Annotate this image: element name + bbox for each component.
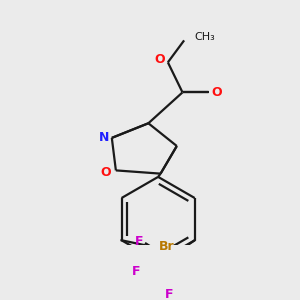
Text: O: O: [101, 166, 111, 178]
Text: F: F: [135, 235, 144, 248]
Text: F: F: [132, 265, 140, 278]
Text: CH₃: CH₃: [194, 32, 214, 42]
Text: N: N: [98, 131, 109, 144]
Text: F: F: [164, 288, 173, 300]
Text: Br: Br: [159, 240, 175, 253]
Text: O: O: [211, 86, 222, 99]
Text: O: O: [154, 52, 165, 66]
